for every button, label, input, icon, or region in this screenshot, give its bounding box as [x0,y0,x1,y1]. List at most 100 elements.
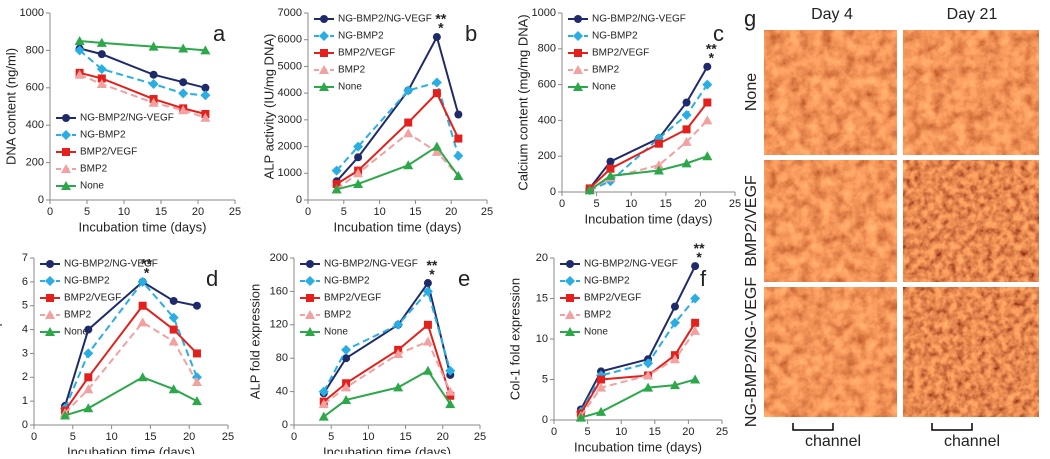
series-line [323,369,452,418]
data-point [702,151,713,161]
footer-label: channel [805,433,861,450]
data-point [169,325,178,334]
data-point [422,336,433,346]
data-point [97,50,106,59]
data-point [84,373,93,382]
legend-marker [573,82,583,91]
y-axis-label: Calcium content (mg/mg DNA) [515,14,530,190]
micrograph [764,287,897,417]
legend-label: BMP2 [324,310,352,321]
y-tick-label: 0 [282,419,288,431]
x-tick-label: 0 [31,431,37,443]
data-point [643,358,654,369]
data-point [97,74,106,83]
legend-marker [574,49,582,57]
legend-marker [305,310,315,319]
legend-label: None [64,327,88,338]
legend-label: NG-BMP2 [338,31,384,42]
data-point [606,157,615,166]
legend-marker [320,49,328,57]
legend-marker [61,130,71,140]
legend-label: BMP2/VEGF [584,293,641,304]
data-point [445,386,456,396]
data-point [393,382,404,392]
x-tick-label: 5 [341,206,347,218]
y-tick-label: 400 [26,119,44,131]
y-axis-label: DNA content (ng/ml) [3,48,18,165]
data-point [445,365,456,376]
data-point [431,146,442,156]
data-point [148,41,159,51]
data-point [137,317,148,327]
data-point [341,344,352,355]
legend-marker [62,114,70,122]
x-tick-label: 25 [229,206,241,218]
row-label: NG-BMP2/NG-VEGF [743,277,760,427]
y-tick-label: 800 [26,44,44,56]
series-line [64,321,198,414]
x-axis-label: Incubation time (days) [585,211,713,226]
y-tick-label: 5 [22,300,28,312]
data-point [422,365,433,375]
y-axis-label: Runx2 fold expression [0,277,2,406]
annotation: * [144,265,150,281]
x-tick-label: 15 [660,198,672,210]
y-tick-label: 400 [538,114,556,126]
y-tick-label: 20 [536,252,548,264]
y-tick-label: 10 [536,333,548,345]
data-point [681,110,692,121]
x-tick-label: 15 [649,426,661,438]
data-point [702,79,713,90]
legend-label: NG-BMP2/NG-VEGF [592,14,686,25]
x-tick-label: 0 [47,206,53,218]
y-axis-label: ALP fold expression [247,284,262,399]
panel: 0 40 80 120 160 200 0 5 10 15 20 25 Incubation time … [247,252,486,459]
legend-label: None [80,181,104,192]
data-point [178,43,189,53]
micrograph [764,160,897,282]
x-tick-label: 15 [409,206,421,218]
data-point [331,165,342,176]
x-axis-label: Incubation time (days) [67,444,195,454]
legend-marker [319,31,329,41]
series-line [589,84,709,192]
data-point [148,79,159,90]
data-point [605,170,616,180]
legend-label: NG-BMP2 [584,276,630,287]
data-point [191,377,202,387]
data-point [432,89,441,98]
data-point [453,170,464,180]
legend-label: BMP2/VEGF [338,48,395,59]
x-tick-label: 25 [716,426,728,438]
data-point [703,98,712,107]
legend-label: BMP2/VEGF [592,48,649,59]
legend-label: NG-BMP2/NG-VEGF [64,259,158,270]
micrograph [903,287,1039,417]
legend-marker [319,65,329,74]
legend-marker [46,294,54,302]
panel: 0 200 400 600 800 1000 0 5 10 15 20 25 Incubation ti… [3,7,241,235]
data-point [60,410,71,420]
legend-label: None [324,327,348,338]
data-point [74,45,85,56]
panel-letter: d [206,266,218,291]
legend-label: NG-BMP2/NG-VEGF [584,259,678,270]
x-tick-label: 15 [144,431,156,443]
legend-label: None [338,82,362,93]
data-point [670,302,679,311]
data-point [643,382,654,392]
panel: 0 1000 2000 3000 4000 5000 6000 7000 0 5 10 15 20 25 I… [261,7,493,235]
x-tick-label: 10 [105,431,117,443]
legend-label: BMP2 [80,164,108,175]
data-point [192,301,201,310]
data-point [200,90,211,101]
y-tick-label: 4 [22,323,28,335]
y-tick-label: 200 [26,157,44,169]
legend-marker [305,327,315,336]
y-tick-label: 0 [38,194,44,206]
data-point [74,36,85,46]
y-tick-label: 6 [22,276,28,288]
y-tick-label: 1 [22,395,28,407]
x-tick-label: 0 [305,206,311,218]
y-tick-label: 80 [276,352,288,364]
